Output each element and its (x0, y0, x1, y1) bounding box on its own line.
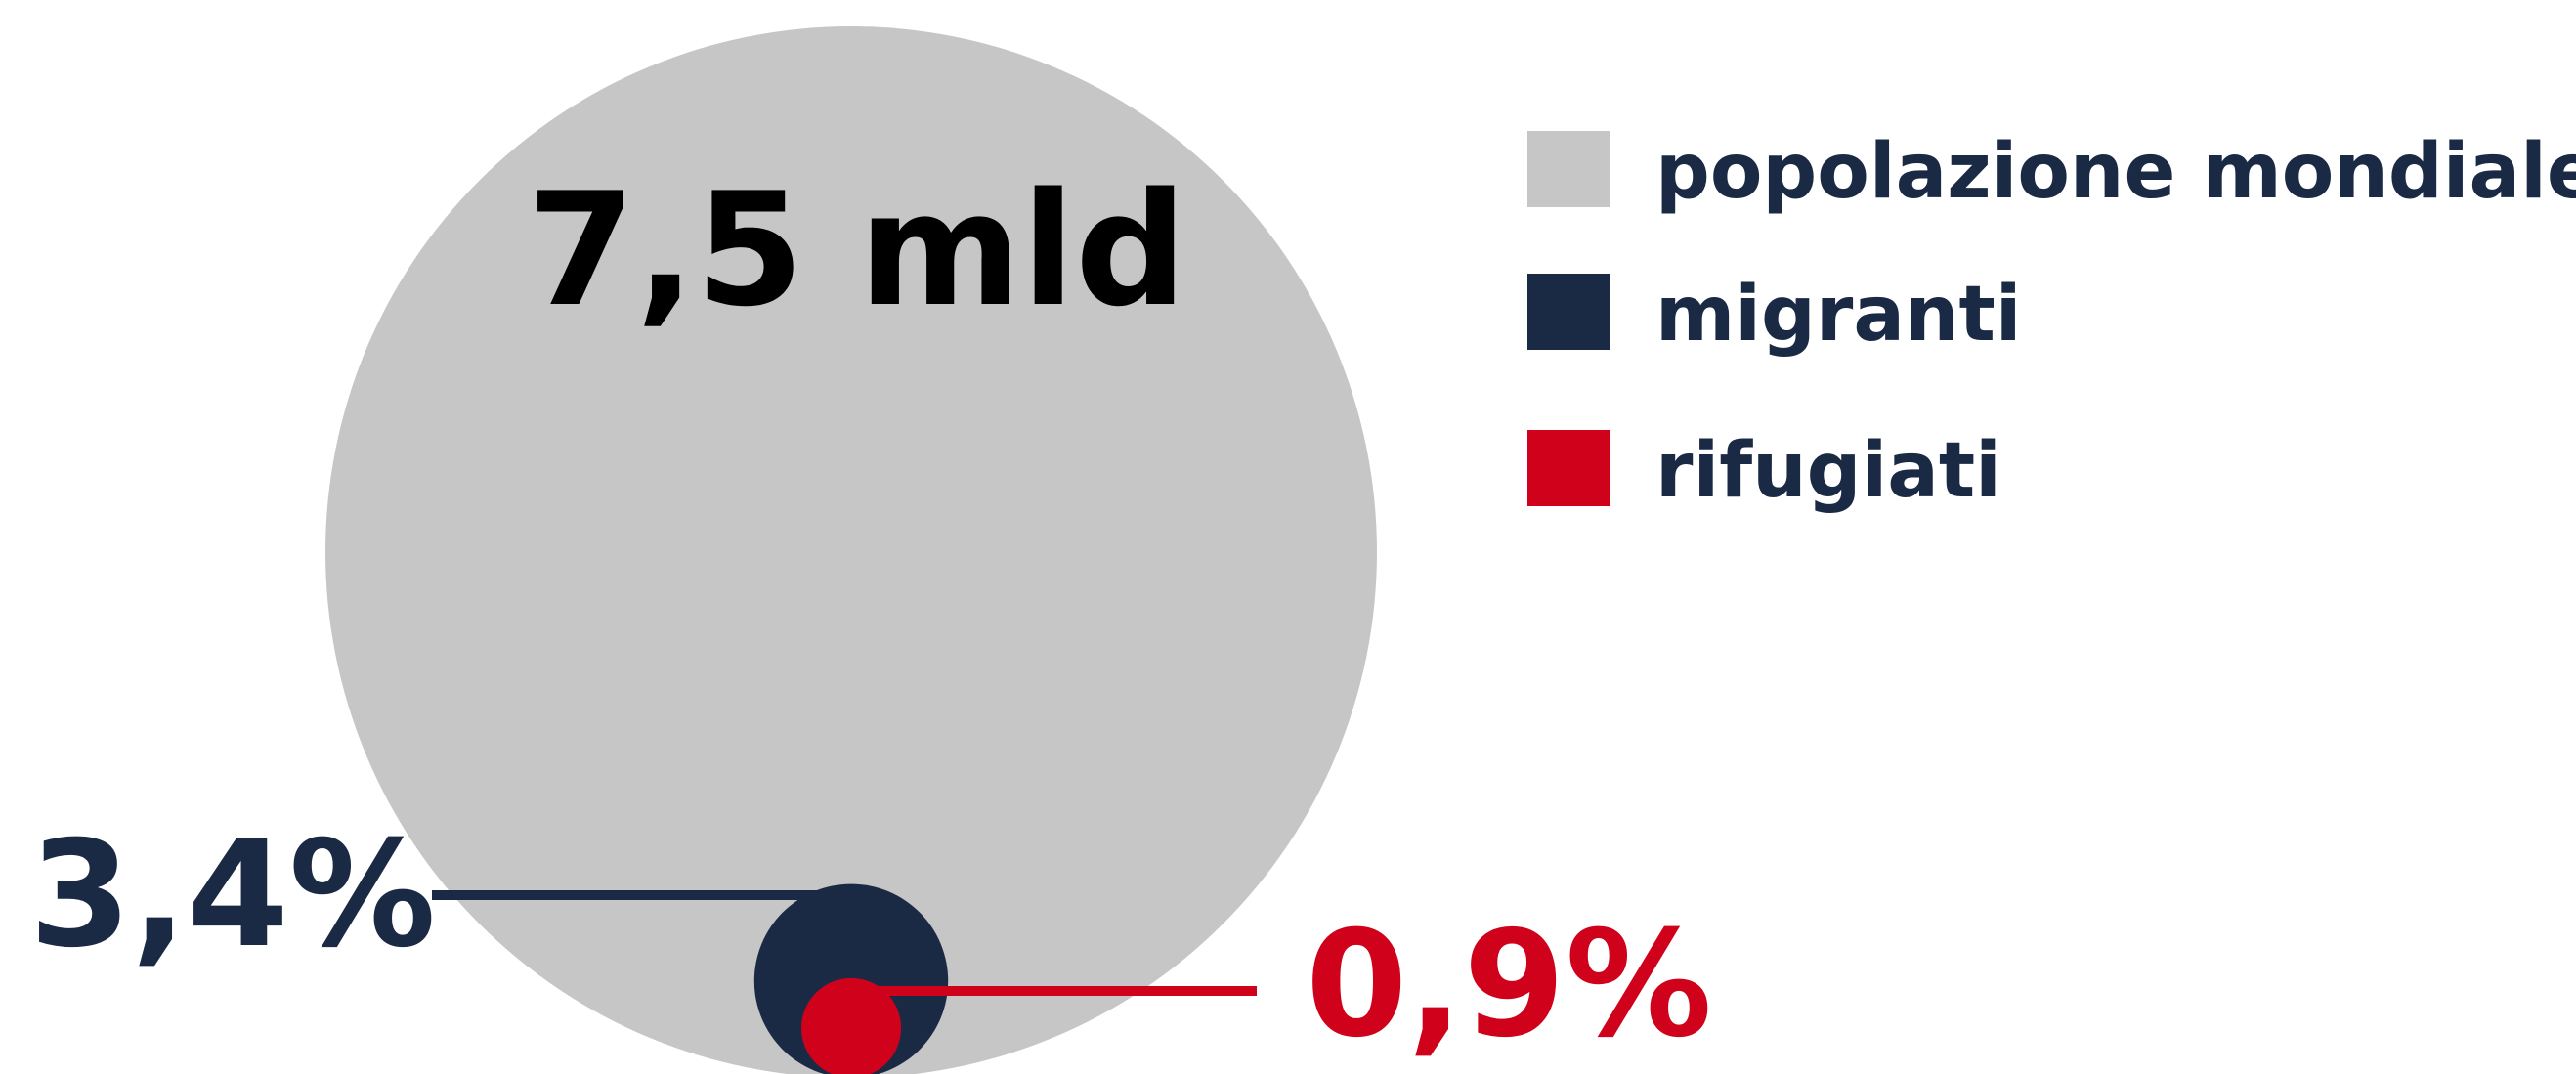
legend-swatch (1527, 430, 1610, 506)
value-label: 7,5 mld (527, 158, 1186, 341)
value-label: 0,9% (1306, 900, 1712, 1070)
legend-label: rifugiati (1655, 427, 2001, 515)
legend-label: popolazione mondiale (1655, 128, 2576, 216)
bubble (325, 26, 1377, 1074)
legend-swatch (1527, 131, 1610, 207)
value-label: 3,4% (29, 810, 436, 980)
legend-swatch (1527, 274, 1610, 350)
legend-label: migranti (1655, 271, 2022, 359)
bubble (800, 977, 902, 1074)
